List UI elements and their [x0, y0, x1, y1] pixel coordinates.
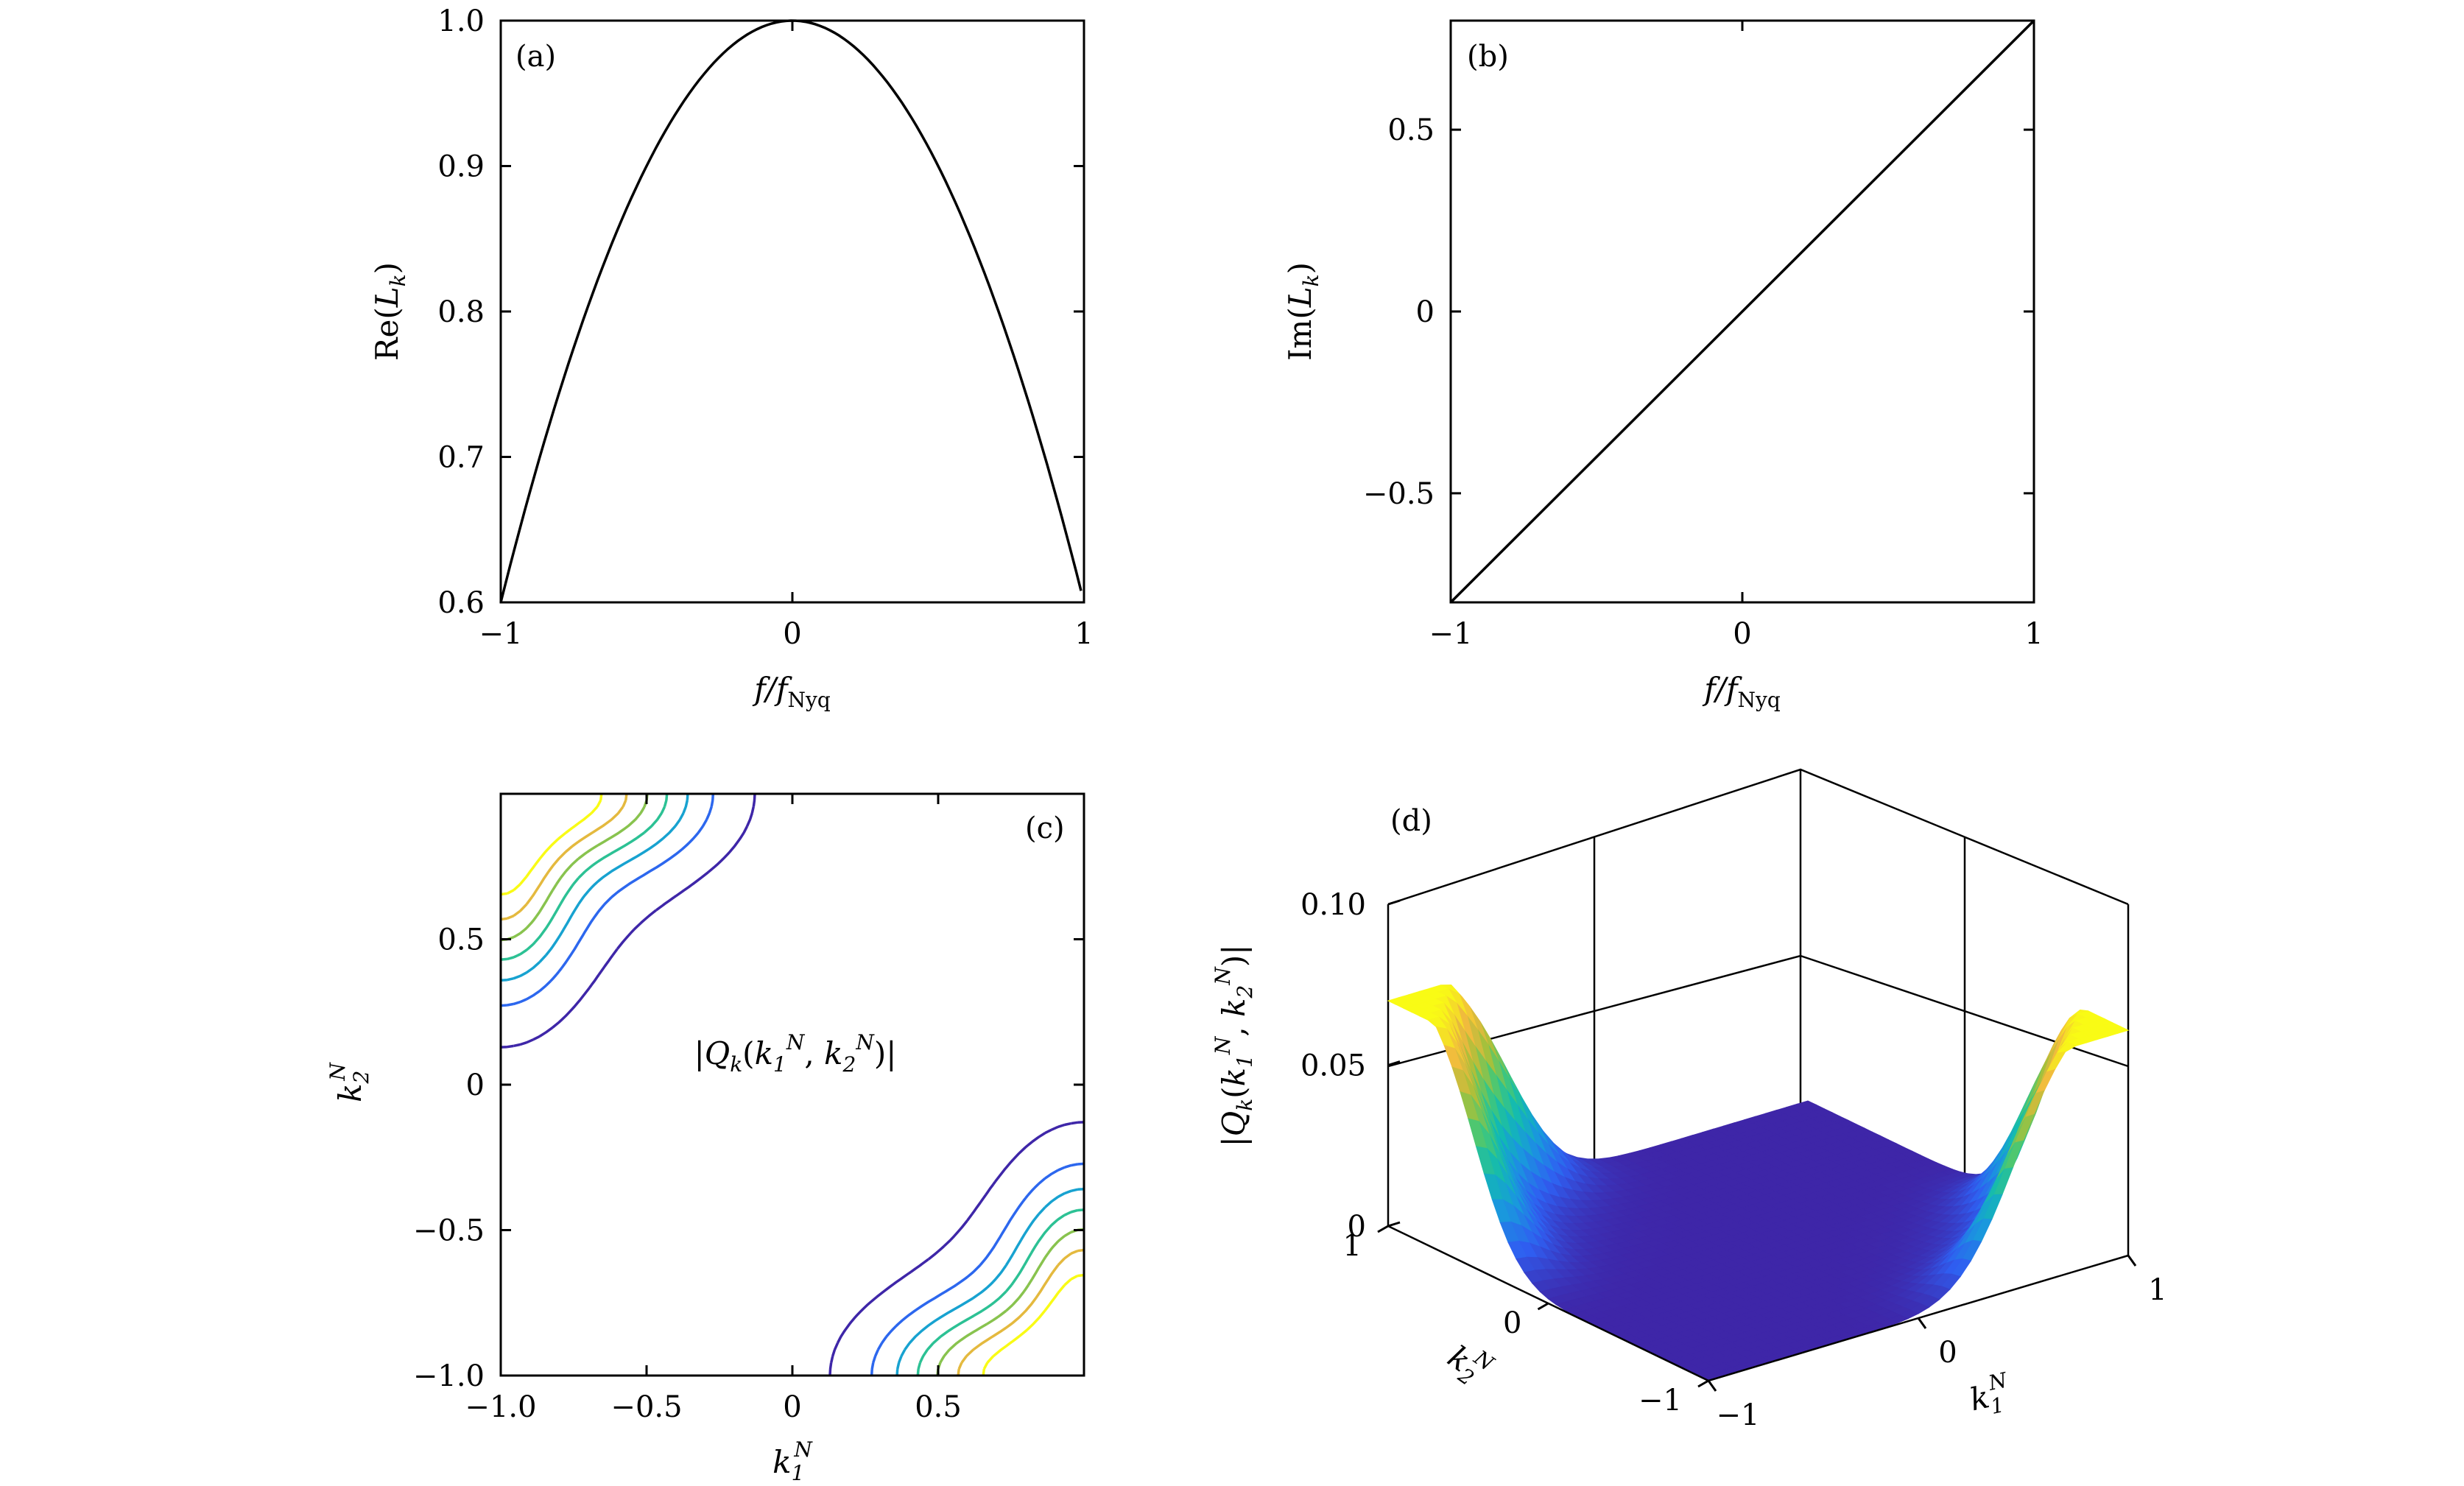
panel-a-ytick-label: 0.6: [437, 586, 485, 620]
panel-d-ztick-label: 0.05: [1300, 1049, 1366, 1083]
panel-d-xtick-label: −1: [1717, 1398, 1760, 1432]
panel-d-ztick-mark: [1387, 1060, 1401, 1066]
panel-c-contour-level: [501, 794, 1084, 1376]
panel-a-curve: [499, 19, 1083, 603]
panel-d-mid-grid: [1387, 954, 2129, 1068]
panel-d-xtick-mark: [1917, 1317, 1927, 1329]
panel-c-ytick-label: −1.0: [413, 1359, 485, 1393]
panel-a-xtick-label: 1: [1074, 617, 1093, 651]
panel-c-contour-level: [501, 794, 1084, 1376]
panel-b-xlabel: f/fNyq: [1702, 671, 1781, 712]
panel-d-xtick-mark: [1707, 1380, 1717, 1392]
panel-d-ytick-mark: [1537, 1302, 1549, 1311]
panel-b-xtick-label: −1: [1429, 617, 1473, 651]
panel-c-contour-level: [501, 794, 1084, 1376]
panel-a-xtick-label: 0: [783, 617, 801, 651]
panel-c-contours: [501, 794, 1084, 1376]
panel-b-ytick-label: −0.5: [1363, 477, 1435, 511]
panel-a-ytick-label: 1.0: [437, 4, 485, 38]
panel-c-xtick-label: 0.5: [915, 1390, 962, 1424]
panel-d-ytick-label: 0: [1503, 1306, 1521, 1340]
panel-d-zlabel: |Qk(k1N, k2N)|: [1211, 945, 1257, 1147]
panel-b-ytick-label: 0.5: [1387, 113, 1435, 147]
panel-b-xtick-label: 1: [2024, 617, 2043, 651]
panel-a-frame: [499, 19, 1085, 604]
panel-a-ytick-label: 0.9: [437, 150, 485, 184]
panel-d-ztick-label: 0: [1348, 1210, 1366, 1244]
panel-c-ytick-label: 0.5: [437, 923, 485, 957]
panel-d-ztick-mark: [1387, 1221, 1401, 1228]
panel-a-xlabel: f/fNyq: [752, 671, 831, 712]
panel-c-ytick-label: 0: [466, 1068, 485, 1102]
panel-c-xtick-label: 0: [783, 1390, 801, 1424]
panel-a: −1 0 1 0.6 0.7 0.8 0.9 1.0 (a) f/fNyq Re(Lk): [369, 4, 1094, 712]
panel-c-ylabel: k2N: [325, 1062, 373, 1102]
panel-a-xtick-label: −1: [479, 617, 523, 651]
panel-b-ytick-label: 0: [1416, 295, 1435, 329]
panel-d-ytick-mark: [1697, 1379, 1709, 1388]
panel-d-ztick-label: 0.10: [1300, 888, 1366, 922]
panel-c-xtick-label: −1.0: [465, 1390, 536, 1424]
panel-d-ytick-label: 1: [1343, 1229, 1362, 1263]
panel-c: −1.0 −0.5 0 0.5 −1.0 −0.5 0 0.5 (c) |Qk(k1N, k2…: [325, 792, 1085, 1485]
panel-c-xtick-label: −0.5: [610, 1390, 682, 1424]
panel-d-ytick-label: −1: [1638, 1384, 1682, 1418]
panel-d-ytick-mark: [1377, 1225, 1389, 1233]
panel-b-curve: [1449, 19, 2035, 604]
panel-a-ytick-label: 0.7: [437, 441, 485, 475]
panel-b-label: (b): [1467, 40, 1509, 74]
panel-c-xlabel: k1N: [772, 1437, 813, 1485]
panel-c-frame: [499, 792, 1085, 1377]
panel-c-label: (c): [1025, 811, 1065, 845]
panel-d-xtick-mark: [2127, 1255, 2137, 1267]
panel-d: 00.050.10−101−101 (d) |Qk(k1N, k2N)| k2N…: [1211, 768, 2167, 1432]
panel-a-ytick-label: 0.8: [437, 295, 485, 329]
panel-b: −1 0 1 −0.5 0 0.5 (b) f/fNyq Im(Lk): [1282, 19, 2044, 712]
panel-d-label: (d): [1390, 804, 1432, 838]
panel-d-back-top: [1387, 768, 2129, 906]
panel-c-contour-level: [501, 794, 1084, 1376]
panel-a-ylabel: Re(Lk): [369, 262, 410, 361]
panel-d-xlabel: k1N: [1965, 1367, 2016, 1423]
panel-c-contour-level: [501, 794, 1084, 1376]
panel-a-label: (a): [515, 40, 556, 74]
panel-d-xtick-label: 0: [1938, 1336, 1957, 1370]
panel-b-xtick-label: 0: [1733, 617, 1751, 651]
panel-c-annotation: |Qk(k1N, k2N)|: [694, 1030, 897, 1077]
panel-c-ytick-label: −0.5: [413, 1214, 485, 1248]
panel-c-contour-level: [501, 794, 1084, 1376]
panel-c-contour-level: [501, 794, 1084, 1376]
panel-b-ylabel: Im(Lk): [1282, 262, 1323, 361]
panel-d-ztick-mark: [1387, 899, 1401, 906]
panel-d-surface: [1387, 984, 2130, 1381]
panel-d-ylabel: k2N: [1438, 1333, 1499, 1395]
panel-d-xtick-label: 1: [2148, 1273, 2166, 1307]
